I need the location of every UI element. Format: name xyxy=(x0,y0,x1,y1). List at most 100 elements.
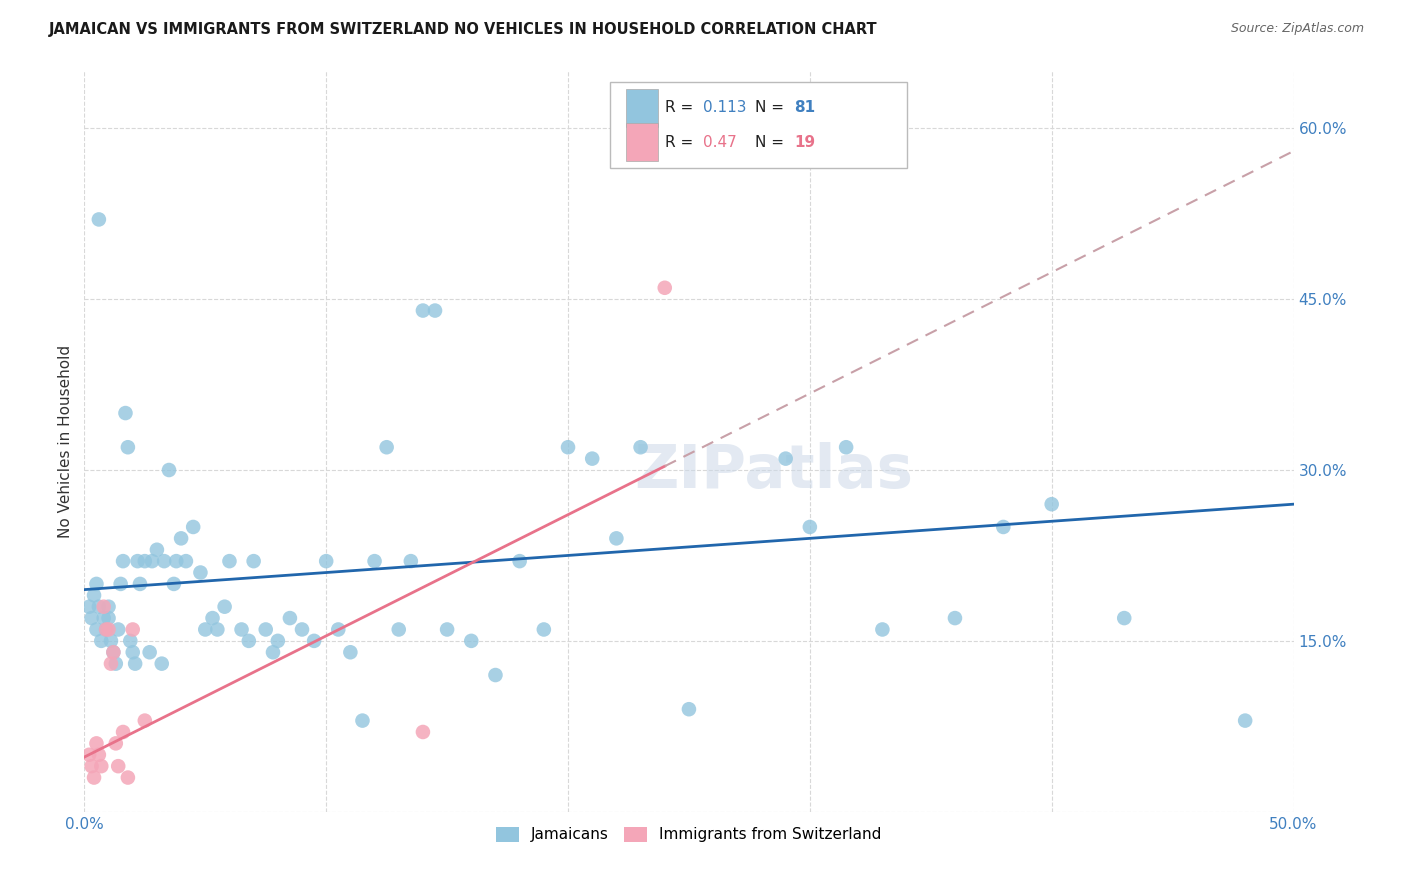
Point xyxy=(181,520,204,534)
Point xyxy=(134,554,156,568)
Point xyxy=(94,623,117,637)
Point xyxy=(87,599,110,614)
Point xyxy=(484,668,506,682)
Point xyxy=(97,611,120,625)
Point xyxy=(170,532,193,546)
Point xyxy=(399,554,422,568)
Point xyxy=(121,645,143,659)
Text: N =: N = xyxy=(755,101,789,115)
FancyBboxPatch shape xyxy=(610,82,907,168)
Point xyxy=(124,657,146,671)
Point xyxy=(533,623,555,637)
Point xyxy=(557,440,579,454)
Point xyxy=(412,303,434,318)
Point xyxy=(104,657,127,671)
Point xyxy=(100,657,122,671)
Point xyxy=(103,645,125,659)
Point xyxy=(86,736,108,750)
Point xyxy=(110,577,132,591)
Text: ZIPatlas: ZIPatlas xyxy=(634,442,912,500)
Point xyxy=(87,747,110,762)
Point xyxy=(799,520,821,534)
Point xyxy=(436,623,458,637)
Point xyxy=(157,463,180,477)
Point xyxy=(242,554,264,568)
Point xyxy=(328,623,350,637)
Point xyxy=(104,736,127,750)
Point xyxy=(352,714,374,728)
Point xyxy=(112,554,135,568)
Point xyxy=(238,633,260,648)
Point xyxy=(87,212,110,227)
Point xyxy=(117,440,139,454)
Point xyxy=(509,554,531,568)
Point xyxy=(138,645,160,659)
Point xyxy=(93,599,115,614)
Point xyxy=(278,611,301,625)
Point xyxy=(267,633,290,648)
Point xyxy=(97,599,120,614)
Point xyxy=(146,542,169,557)
Point xyxy=(835,440,858,454)
Point xyxy=(214,599,236,614)
Point xyxy=(1114,611,1136,625)
Point xyxy=(117,771,139,785)
Point xyxy=(207,623,229,637)
Text: 19: 19 xyxy=(794,135,815,150)
Point xyxy=(134,714,156,728)
Point xyxy=(993,520,1015,534)
Point xyxy=(97,623,120,637)
Point xyxy=(77,599,100,614)
Legend: Jamaicans, Immigrants from Switzerland: Jamaicans, Immigrants from Switzerland xyxy=(489,821,889,848)
Text: R =: R = xyxy=(665,135,697,150)
Point xyxy=(127,554,149,568)
Point xyxy=(581,451,603,466)
Point xyxy=(86,577,108,591)
Point xyxy=(150,657,173,671)
Point xyxy=(80,611,103,625)
FancyBboxPatch shape xyxy=(626,88,658,128)
Point xyxy=(114,406,136,420)
Point xyxy=(339,645,361,659)
Point xyxy=(163,577,186,591)
Point xyxy=(86,623,108,637)
Point xyxy=(90,633,112,648)
Point xyxy=(80,759,103,773)
Text: N =: N = xyxy=(755,135,789,150)
Point xyxy=(363,554,385,568)
Point xyxy=(94,623,117,637)
Point xyxy=(678,702,700,716)
Point xyxy=(141,554,163,568)
Point xyxy=(174,554,197,568)
Point xyxy=(100,633,122,648)
Y-axis label: No Vehicles in Household: No Vehicles in Household xyxy=(58,345,73,538)
Point xyxy=(605,532,627,546)
Point xyxy=(460,633,482,648)
Point xyxy=(231,623,253,637)
Point xyxy=(129,577,152,591)
Point xyxy=(107,623,129,637)
Point xyxy=(190,566,212,580)
Point xyxy=(218,554,240,568)
Point xyxy=(254,623,277,637)
Point xyxy=(107,759,129,773)
Text: 0.113: 0.113 xyxy=(703,101,747,115)
FancyBboxPatch shape xyxy=(626,123,658,161)
Point xyxy=(375,440,398,454)
Point xyxy=(112,725,135,739)
Point xyxy=(630,440,652,454)
Point xyxy=(77,747,100,762)
Point xyxy=(872,623,894,637)
Point xyxy=(654,281,676,295)
Point xyxy=(121,623,143,637)
Point xyxy=(90,759,112,773)
Point xyxy=(943,611,966,625)
Point xyxy=(412,725,434,739)
Text: R =: R = xyxy=(665,101,697,115)
Point xyxy=(83,771,105,785)
Text: Source: ZipAtlas.com: Source: ZipAtlas.com xyxy=(1230,22,1364,36)
Point xyxy=(83,588,105,602)
Point xyxy=(262,645,284,659)
Point xyxy=(1234,714,1257,728)
Point xyxy=(291,623,314,637)
